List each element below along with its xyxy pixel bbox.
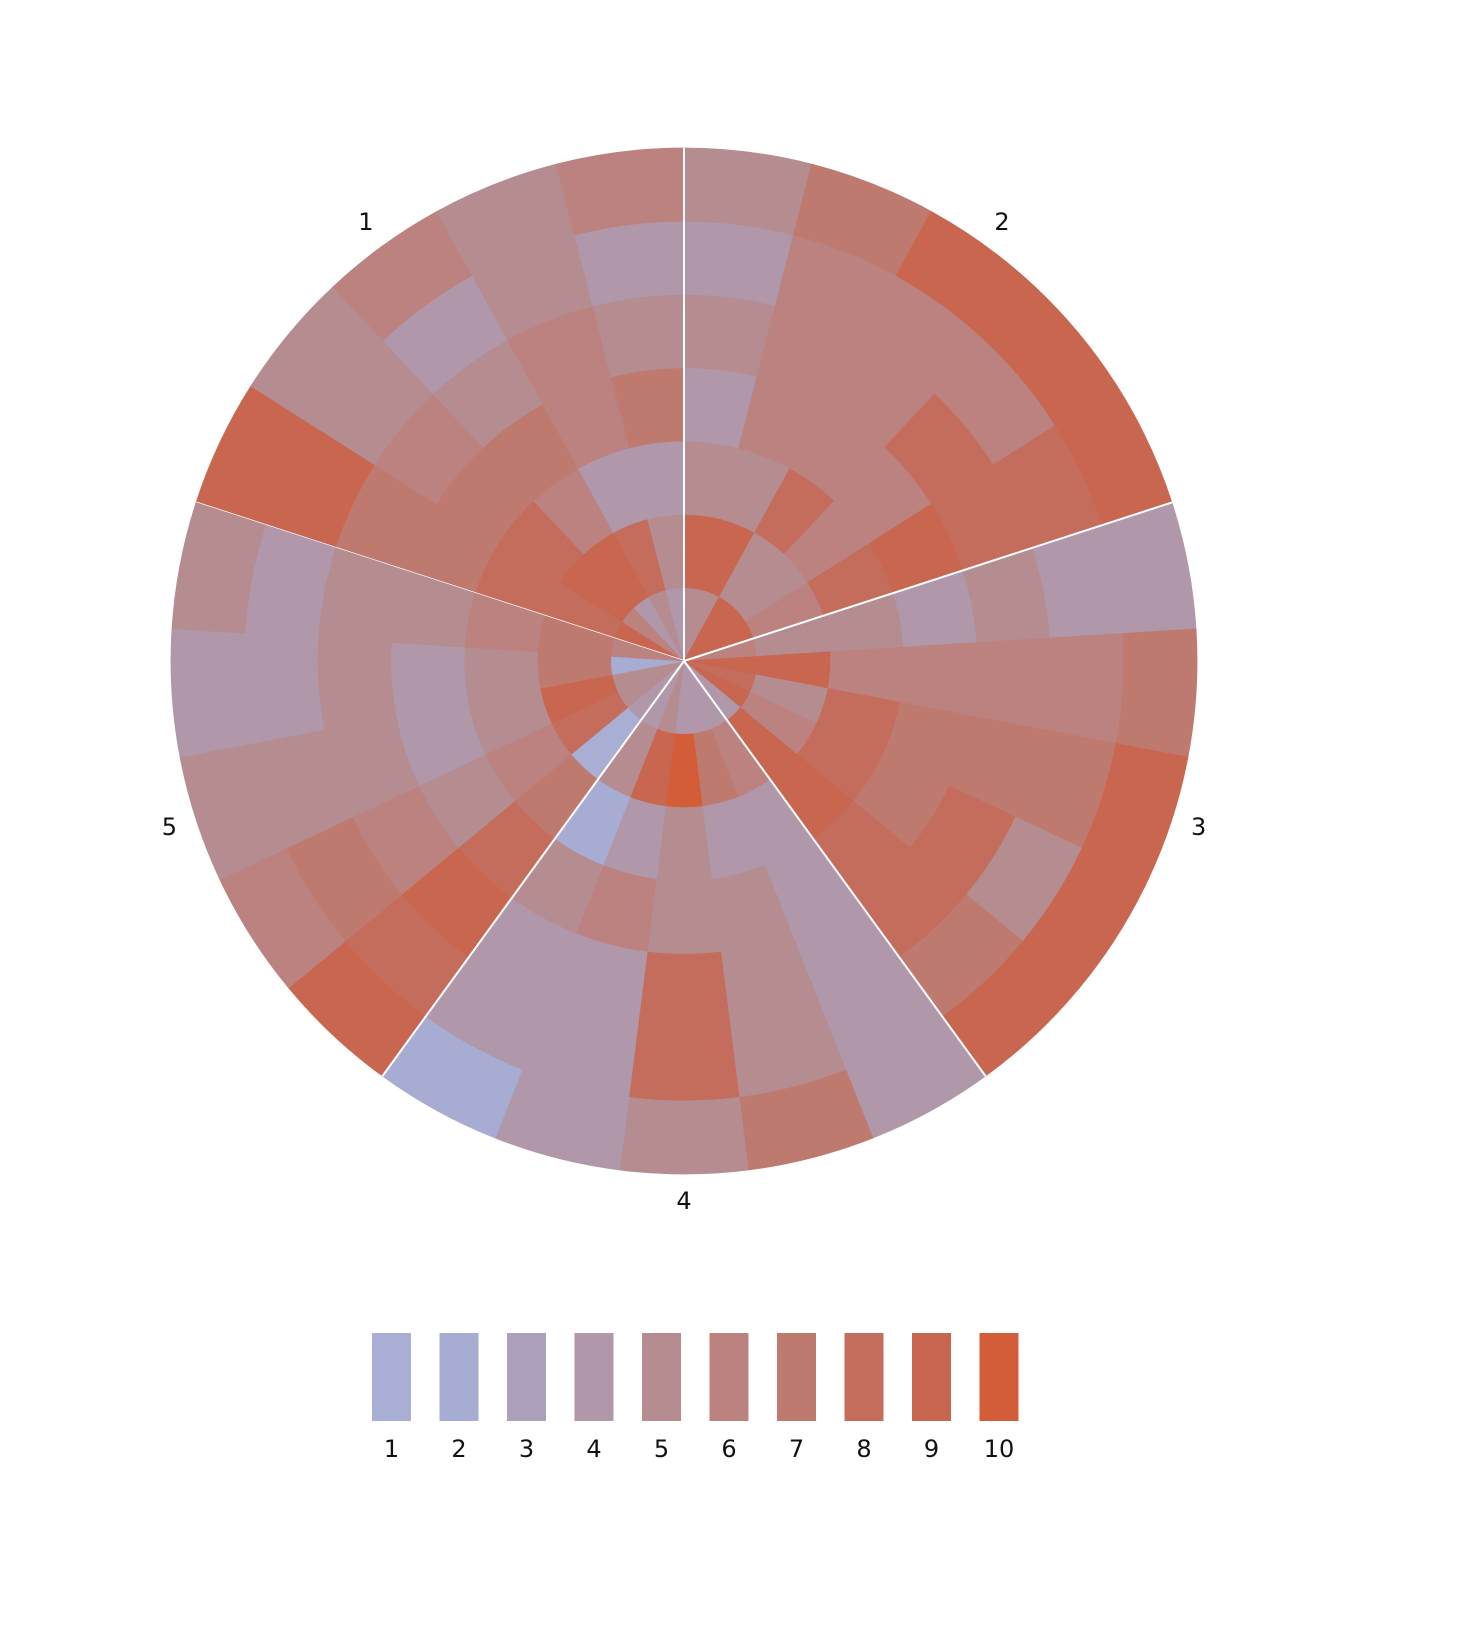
heat-cell xyxy=(646,878,722,955)
legend-label: 6 xyxy=(721,1435,736,1463)
legend-swatch xyxy=(979,1333,1019,1421)
heat-cell xyxy=(628,1024,740,1102)
legend-swatch xyxy=(709,1333,749,1421)
group-label: 4 xyxy=(676,1187,691,1215)
heat-cell xyxy=(1115,628,1198,758)
legend-label: 5 xyxy=(654,1435,669,1463)
legend-swatch xyxy=(507,1333,546,1421)
heat-cell xyxy=(574,220,685,307)
legend-swatch xyxy=(642,1333,681,1421)
heat-cell xyxy=(170,628,253,758)
heat-cell xyxy=(619,1096,749,1175)
heat-cell xyxy=(243,633,325,744)
legend-swatch xyxy=(844,1333,884,1421)
legend-swatch xyxy=(574,1333,614,1421)
legend-label: 10 xyxy=(984,1435,1015,1463)
heat-cell xyxy=(637,951,731,1028)
group-label: 5 xyxy=(162,813,177,841)
group-separator xyxy=(683,660,987,1077)
legend-label: 7 xyxy=(789,1435,804,1463)
legend-label: 8 xyxy=(856,1435,871,1463)
legend-swatch xyxy=(439,1333,479,1421)
legend-label: 3 xyxy=(519,1435,534,1463)
heat-cell xyxy=(317,637,397,731)
heat-cell xyxy=(171,502,267,634)
legend-label: 2 xyxy=(451,1435,466,1463)
legend-label: 4 xyxy=(586,1435,601,1463)
heat-cell xyxy=(971,637,1051,731)
legend-label: 1 xyxy=(384,1435,399,1463)
heat-cell xyxy=(656,806,712,882)
group-separator xyxy=(683,501,1173,662)
legend-swatch xyxy=(912,1333,951,1421)
legend-swatch xyxy=(777,1333,816,1421)
group-label: 2 xyxy=(994,208,1009,236)
group-label: 1 xyxy=(358,208,373,236)
heat-cell xyxy=(683,220,794,307)
legend-swatch xyxy=(372,1333,411,1421)
heat-cell xyxy=(1043,633,1125,744)
group-separator xyxy=(381,660,685,1077)
group-label: 3 xyxy=(1191,813,1206,841)
legend-label: 9 xyxy=(924,1435,939,1463)
